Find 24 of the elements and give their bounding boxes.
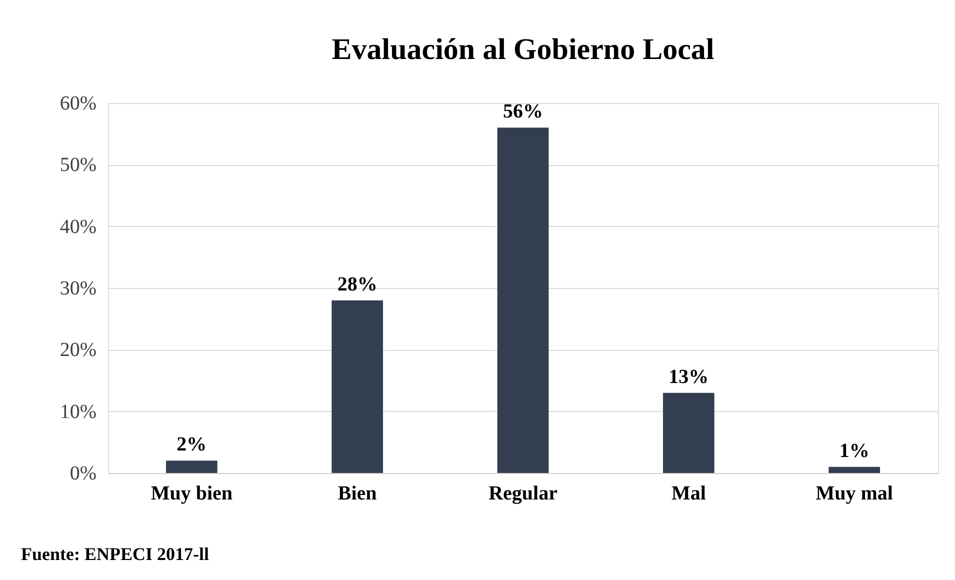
bar <box>497 128 549 473</box>
data-label: 2% <box>176 434 207 456</box>
x-tick-label: Regular <box>488 482 558 504</box>
source-note: Fuente: ENPECI 2017-ll <box>21 544 209 564</box>
x-tick-label: Bien <box>338 482 377 504</box>
y-tick-label: 40% <box>60 216 96 238</box>
y-tick-label: 0% <box>70 462 96 484</box>
bar <box>332 300 384 473</box>
x-tick-label: Muy mal <box>816 482 894 504</box>
data-label: 56% <box>503 100 543 123</box>
y-tick-label: 50% <box>60 154 96 176</box>
bar <box>166 460 218 473</box>
data-label: 13% <box>668 366 709 388</box>
y-tick-label: 30% <box>60 278 96 300</box>
x-tick-label: Muy bien <box>150 482 233 504</box>
data-label: 28% <box>337 273 378 296</box>
x-tick-label: Mal <box>671 482 706 504</box>
y-tick-label: 60% <box>60 92 96 114</box>
y-tick-label: 10% <box>60 400 96 423</box>
y-tick-label: 20% <box>60 339 96 362</box>
bar <box>828 466 880 473</box>
data-label: 1% <box>839 440 870 462</box>
chart-title: Evaluación al Gobierno Local <box>332 33 714 66</box>
bar <box>662 392 714 473</box>
